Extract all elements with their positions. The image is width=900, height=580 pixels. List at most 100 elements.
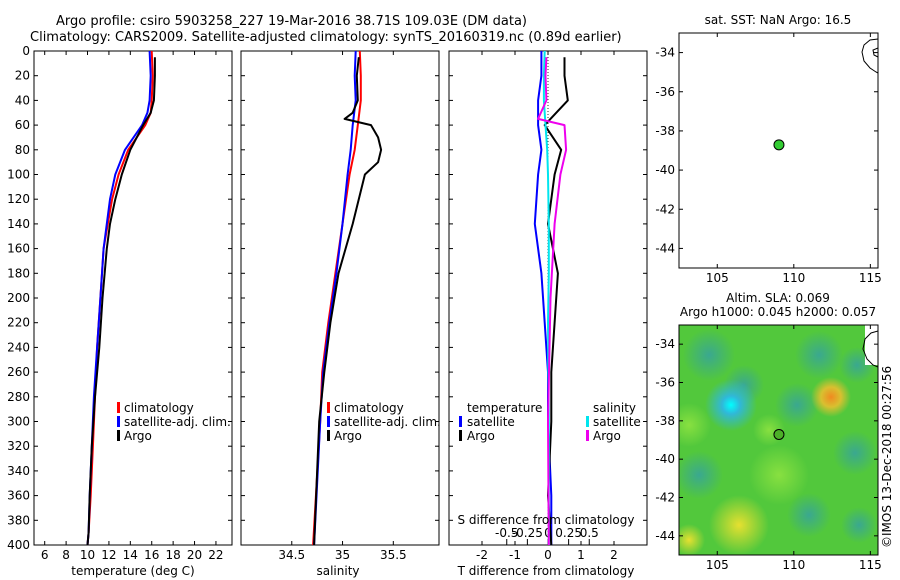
salinity-lines [312,50,383,546]
y-tick-label: 300 [7,415,30,429]
legend-label-satellite-adj: satellite-adj. clim. [334,415,441,429]
series-line-s-satellite [542,50,550,545]
x-tick-label: 34.5 [278,548,305,562]
sla-cyan-eddy [705,379,757,431]
legend-swatch-satellite-adj [327,416,330,427]
temperature-axes-frame [33,50,233,546]
y-tick-label: 60 [15,118,30,132]
y-tick-label: 120 [7,192,30,206]
map-x-tick-label: 110 [782,558,805,572]
map-x-tick-label: 105 [706,558,729,572]
map-y-tick-label: -40 [655,163,675,177]
sst-map-frame [678,32,879,269]
sla-heatmap [679,325,878,555]
legend-label-climatology: climatology [124,401,194,415]
y-tick-label: 260 [7,365,30,379]
x-tick-label: 0 [544,548,552,562]
legend-swatch-s-argo [586,430,589,441]
difference-legend: temperature satellite Argo salinity sate… [459,401,641,443]
sla-map-frame [678,324,879,556]
y-tick-label: 400 [7,538,30,552]
x-tick-label: 1 [577,548,585,562]
sla-land [865,325,878,365]
y-tick-label: 320 [7,439,30,453]
temperature-x-ticks: 6 8 10 12 14 16 18 20 22 [41,51,224,562]
sst-coastline-inner [872,47,879,58]
sst-map-points [773,139,785,151]
sst-coastline [861,38,879,74]
y-tick-label: 340 [7,464,30,478]
legend-label-t-satellite: satellite [467,415,515,429]
y-tick-label: 0 [22,44,30,58]
map-y-tick-label: -38 [655,414,675,428]
sst-map-x-ticks: 105 110 115 [706,33,882,285]
salinity-x-axis-label: salinity [316,564,359,578]
map-y-tick-label: -34 [655,46,675,60]
map-y-tick-label: -42 [655,202,675,216]
y-tick-label: 360 [7,489,30,503]
sla-blob [749,445,809,505]
sst-map-y-ticks: -34 -36 -38 -40 -42 -44 [655,46,878,255]
salinity-axes-frame [240,50,440,546]
difference-x-axis-label: T difference from climatology [457,564,635,578]
x-tick-label: 18 [165,548,180,562]
y-tick-label: 140 [7,217,30,231]
map-y-tick-label: -36 [655,85,675,99]
x-tick-label: 8 [62,548,70,562]
x-tick-label: 10 [80,548,95,562]
argo-location-marker [773,139,785,151]
sla-blob [841,507,877,543]
map-x-tick-label: 115 [859,271,882,285]
map-y-tick-label: -44 [655,241,675,255]
x-tick-label: 16 [144,548,159,562]
x-tick-label: 22 [208,548,223,562]
watermark: ©IMOS 13-Dec-2018 00:27:56 [880,366,894,548]
difference-secondary-x-axis-label: S difference from climatology [458,513,635,527]
sla-map-y-ticks: -34 -36 -38 -40 -42 -44 [655,337,878,543]
sla-blob [679,451,723,499]
map-x-tick-label: 110 [782,271,805,285]
sla-map-x-ticks: 105 110 115 [706,325,882,572]
salinity-y-ticks [241,50,439,546]
sla-blob [833,431,877,475]
legend-label-climatology: climatology [334,401,404,415]
sla-coastline [862,330,878,368]
x-tick-label: 14 [123,548,138,562]
y-tick-label: 160 [7,242,30,256]
sla-map-subtitle: Argo h1000: 0.045 h2000: 0.057 [680,305,876,319]
x-tick-label: 35.5 [380,548,407,562]
y-tick-label: 100 [7,168,30,182]
map-y-tick-label: -34 [655,337,675,351]
legend-label-t-argo: Argo [467,429,495,443]
map-y-tick-label: -40 [655,452,675,466]
legend-title-temperature: temperature [467,401,542,415]
x-tick-label: -2 [476,548,488,562]
x-tick-label: 12 [101,548,116,562]
salinity-x-ticks: 34.5 35 35.5 [278,51,407,562]
secondary-x-tick-label: -0.25 [512,526,543,540]
y-tick-label: 20 [15,69,30,83]
legend-swatch-t-argo [459,430,462,441]
legend-swatch-climatology [117,402,120,413]
y-tick-label: 240 [7,340,30,354]
x-tick-label: 6 [41,548,49,562]
temperature-legend: climatology satellite-adj. clim. Argo [117,401,231,443]
y-tick-label: 200 [7,291,30,305]
temperature-y-ticks: 0 20 40 60 80 100 120 140 160 180 200 220 240 260 280 3… [7,44,232,552]
sla-blob [795,331,843,379]
secondary-x-tick-label: 0.5 [580,526,599,540]
sla-blob [775,383,819,427]
legend-label-satellite-adj: satellite-adj. clim. [124,415,231,429]
map-y-tick-label: -36 [655,376,675,390]
difference-lines [533,50,569,546]
map-y-tick-label: -44 [655,529,675,543]
x-tick-label: -1 [509,548,521,562]
legend-label-argo: Argo [334,429,362,443]
legend-label-argo: Argo [124,429,152,443]
sla-map-panel: Altim. SLA: 0.069 Argo h1000: 0.045 h200… [655,291,881,572]
sla-blob [683,329,735,381]
legend-title-salinity: salinity [593,401,636,415]
figure-title-line2: Climatology: CARS2009. Satellite-adjuste… [30,30,622,45]
sla-map-title: Altim. SLA: 0.069 [726,291,830,305]
